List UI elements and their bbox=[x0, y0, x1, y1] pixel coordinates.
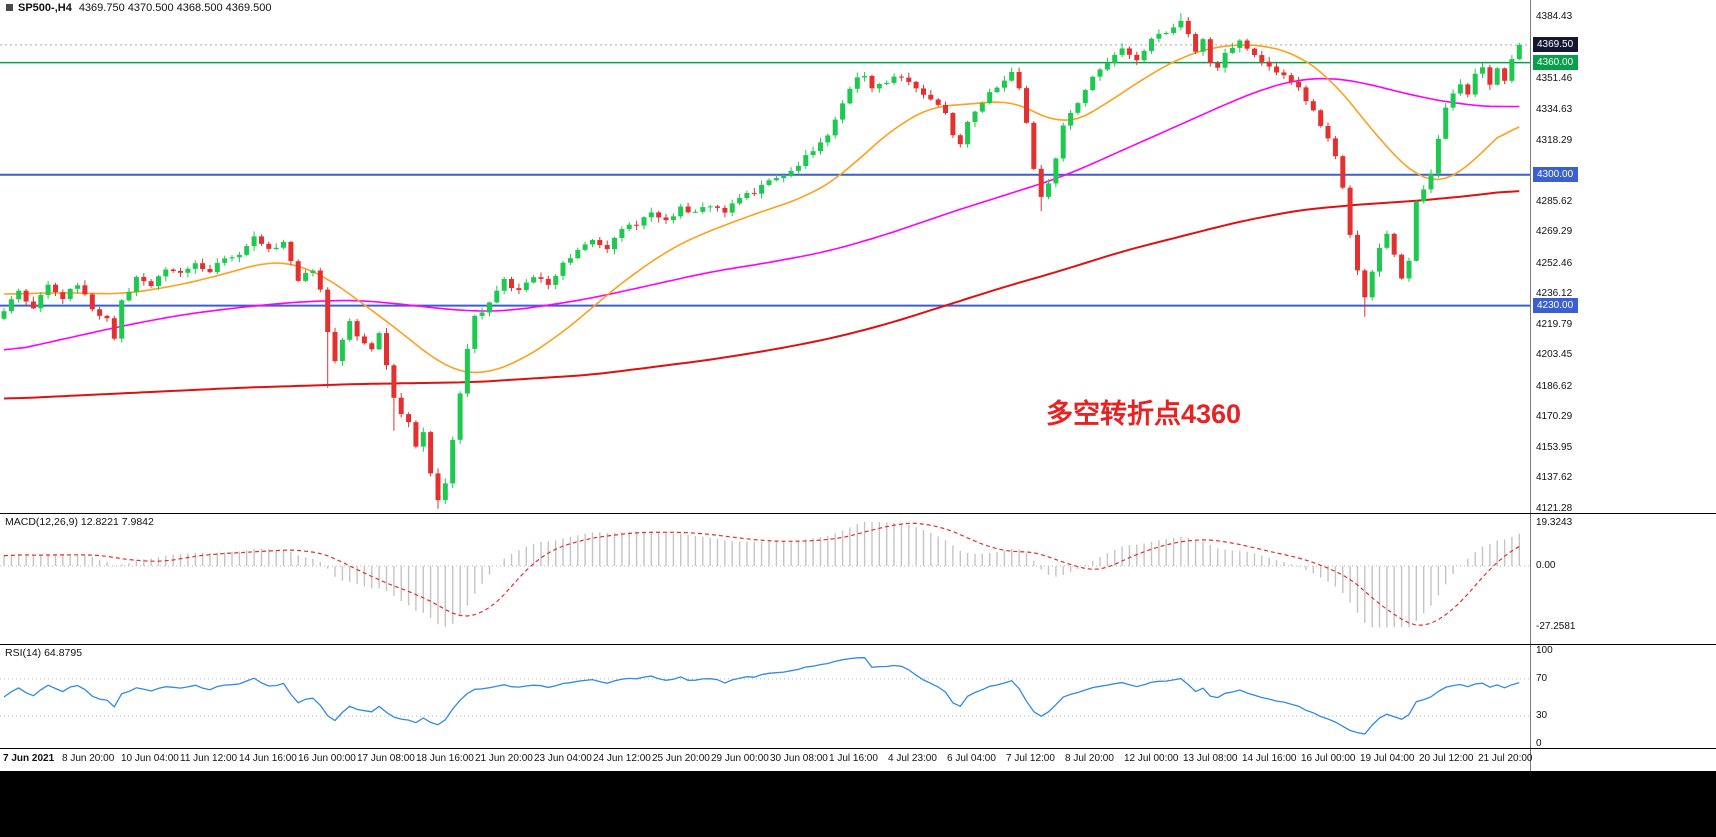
time-tick: 8 Jul 20:00 bbox=[1065, 753, 1114, 764]
rsi-panel[interactable]: RSI(14) 64.8795 bbox=[0, 645, 1530, 748]
symbol-timeframe: SP500-,H4 bbox=[18, 2, 72, 14]
price-level-label: 4369.50 bbox=[1533, 36, 1579, 52]
rsi-chart[interactable] bbox=[0, 645, 1530, 748]
price-tick: 4269.29 bbox=[1536, 226, 1573, 238]
rsi-label: RSI(14) 64.8795 bbox=[5, 647, 83, 659]
time-tick: 24 Jun 12:00 bbox=[593, 753, 651, 764]
price-level-label: 4230.00 bbox=[1533, 297, 1579, 313]
time-tick: 30 Jun 08:00 bbox=[770, 753, 828, 764]
time-tick: 8 Jun 20:00 bbox=[62, 753, 115, 764]
rsi-axis-tick: 100 bbox=[1536, 645, 1553, 656]
time-axis[interactable]: 7 Jun 2021 8 Jun 20:00 10 Jun 04:00 11 Jun … bbox=[0, 749, 1533, 771]
time-tick: 4 Jul 23:00 bbox=[888, 753, 937, 764]
price-tick: 4186.62 bbox=[1536, 380, 1573, 392]
macd-panel[interactable]: MACD(12,26,9) 12.8221 7.9842 bbox=[0, 514, 1530, 644]
price-tick: 4285.62 bbox=[1536, 195, 1573, 207]
price-axis[interactable]: 4384.43 4351.46 4334.63 4318.29 4285.62 4269.… bbox=[1530, 0, 1716, 771]
price-tick: 4137.62 bbox=[1536, 472, 1573, 484]
time-tick: 17 Jun 08:00 bbox=[357, 753, 415, 764]
time-tick: 23 Jun 04:00 bbox=[534, 753, 592, 764]
ohlc-values: 4369.750 4370.500 4368.500 4369.500 bbox=[78, 2, 272, 14]
panel-separator[interactable] bbox=[0, 644, 1716, 645]
price-level-label: 4300.00 bbox=[1533, 166, 1579, 182]
time-tick: 1 Jul 16:00 bbox=[829, 753, 878, 764]
time-tick: 13 Jul 08:00 bbox=[1183, 753, 1238, 764]
price-tick: 4170.29 bbox=[1536, 411, 1573, 423]
chart-symbol-icon bbox=[6, 4, 13, 11]
panel-separator[interactable] bbox=[0, 748, 1716, 749]
time-tick: 21 Jul 20:00 bbox=[1478, 753, 1533, 764]
price-tick: 4153.95 bbox=[1536, 441, 1573, 453]
time-tick: 6 Jul 04:00 bbox=[947, 753, 996, 764]
price-tick: 4236.12 bbox=[1536, 288, 1573, 300]
time-tick: 7 Jul 12:00 bbox=[1006, 753, 1055, 764]
annotation-text: 多空转折点4360 bbox=[1046, 399, 1242, 429]
macd-axis-tick: 19.3243 bbox=[1536, 516, 1573, 528]
main-chart-panel[interactable]: SP500-,H4 4369.750 4370.500 4368.500 4369… bbox=[0, 0, 1530, 513]
time-tick: 12 Jul 00:00 bbox=[1124, 753, 1179, 764]
price-tick: 4219.79 bbox=[1536, 318, 1573, 330]
time-tick: 18 Jun 16:00 bbox=[416, 753, 474, 764]
price-tick: 4351.46 bbox=[1536, 72, 1573, 84]
price-tick: 4121.28 bbox=[1536, 502, 1573, 514]
time-tick: 10 Jun 04:00 bbox=[121, 753, 179, 764]
rsi-axis-tick: 70 bbox=[1536, 672, 1548, 684]
price-level-label: 4360.00 bbox=[1533, 54, 1579, 70]
price-tick: 4334.63 bbox=[1536, 104, 1573, 115]
price-tick: 4318.29 bbox=[1536, 134, 1573, 146]
time-tick: 21 Jun 20:00 bbox=[475, 753, 533, 764]
time-tick: 14 Jun 16:00 bbox=[239, 753, 297, 764]
time-tick: 16 Jun 00:00 bbox=[298, 753, 356, 764]
macd-chart[interactable] bbox=[0, 514, 1530, 644]
price-tick: 4384.43 bbox=[1536, 11, 1573, 22]
time-tick: 25 Jun 20:00 bbox=[652, 753, 710, 764]
bottom-bar bbox=[0, 771, 1716, 837]
time-tick: 29 Jun 00:00 bbox=[711, 753, 769, 764]
chart-title: SP500-,H4 4369.750 4370.500 4368.500 4369… bbox=[6, 2, 272, 14]
panel-separator[interactable] bbox=[0, 513, 1716, 514]
time-tick: 7 Jun 2021 bbox=[3, 753, 55, 764]
time-tick: 20 Jul 12:00 bbox=[1419, 753, 1474, 764]
macd-axis-tick: -27.2581 bbox=[1536, 621, 1576, 633]
macd-label: MACD(12,26,9) 12.8221 7.9842 bbox=[5, 516, 154, 528]
price-tick: 4252.46 bbox=[1536, 257, 1573, 269]
rsi-axis-tick: 30 bbox=[1536, 710, 1548, 722]
candlestick-chart[interactable] bbox=[0, 0, 1530, 513]
macd-axis-tick: 0.00 bbox=[1536, 560, 1556, 571]
time-tick: 11 Jun 12:00 bbox=[180, 753, 238, 764]
time-tick: 19 Jul 04:00 bbox=[1360, 753, 1415, 764]
price-tick: 4203.45 bbox=[1536, 349, 1573, 361]
time-tick: 16 Jul 00:00 bbox=[1301, 753, 1356, 764]
time-tick: 14 Jul 16:00 bbox=[1242, 753, 1297, 764]
rsi-axis-tick: 0 bbox=[1536, 738, 1542, 749]
